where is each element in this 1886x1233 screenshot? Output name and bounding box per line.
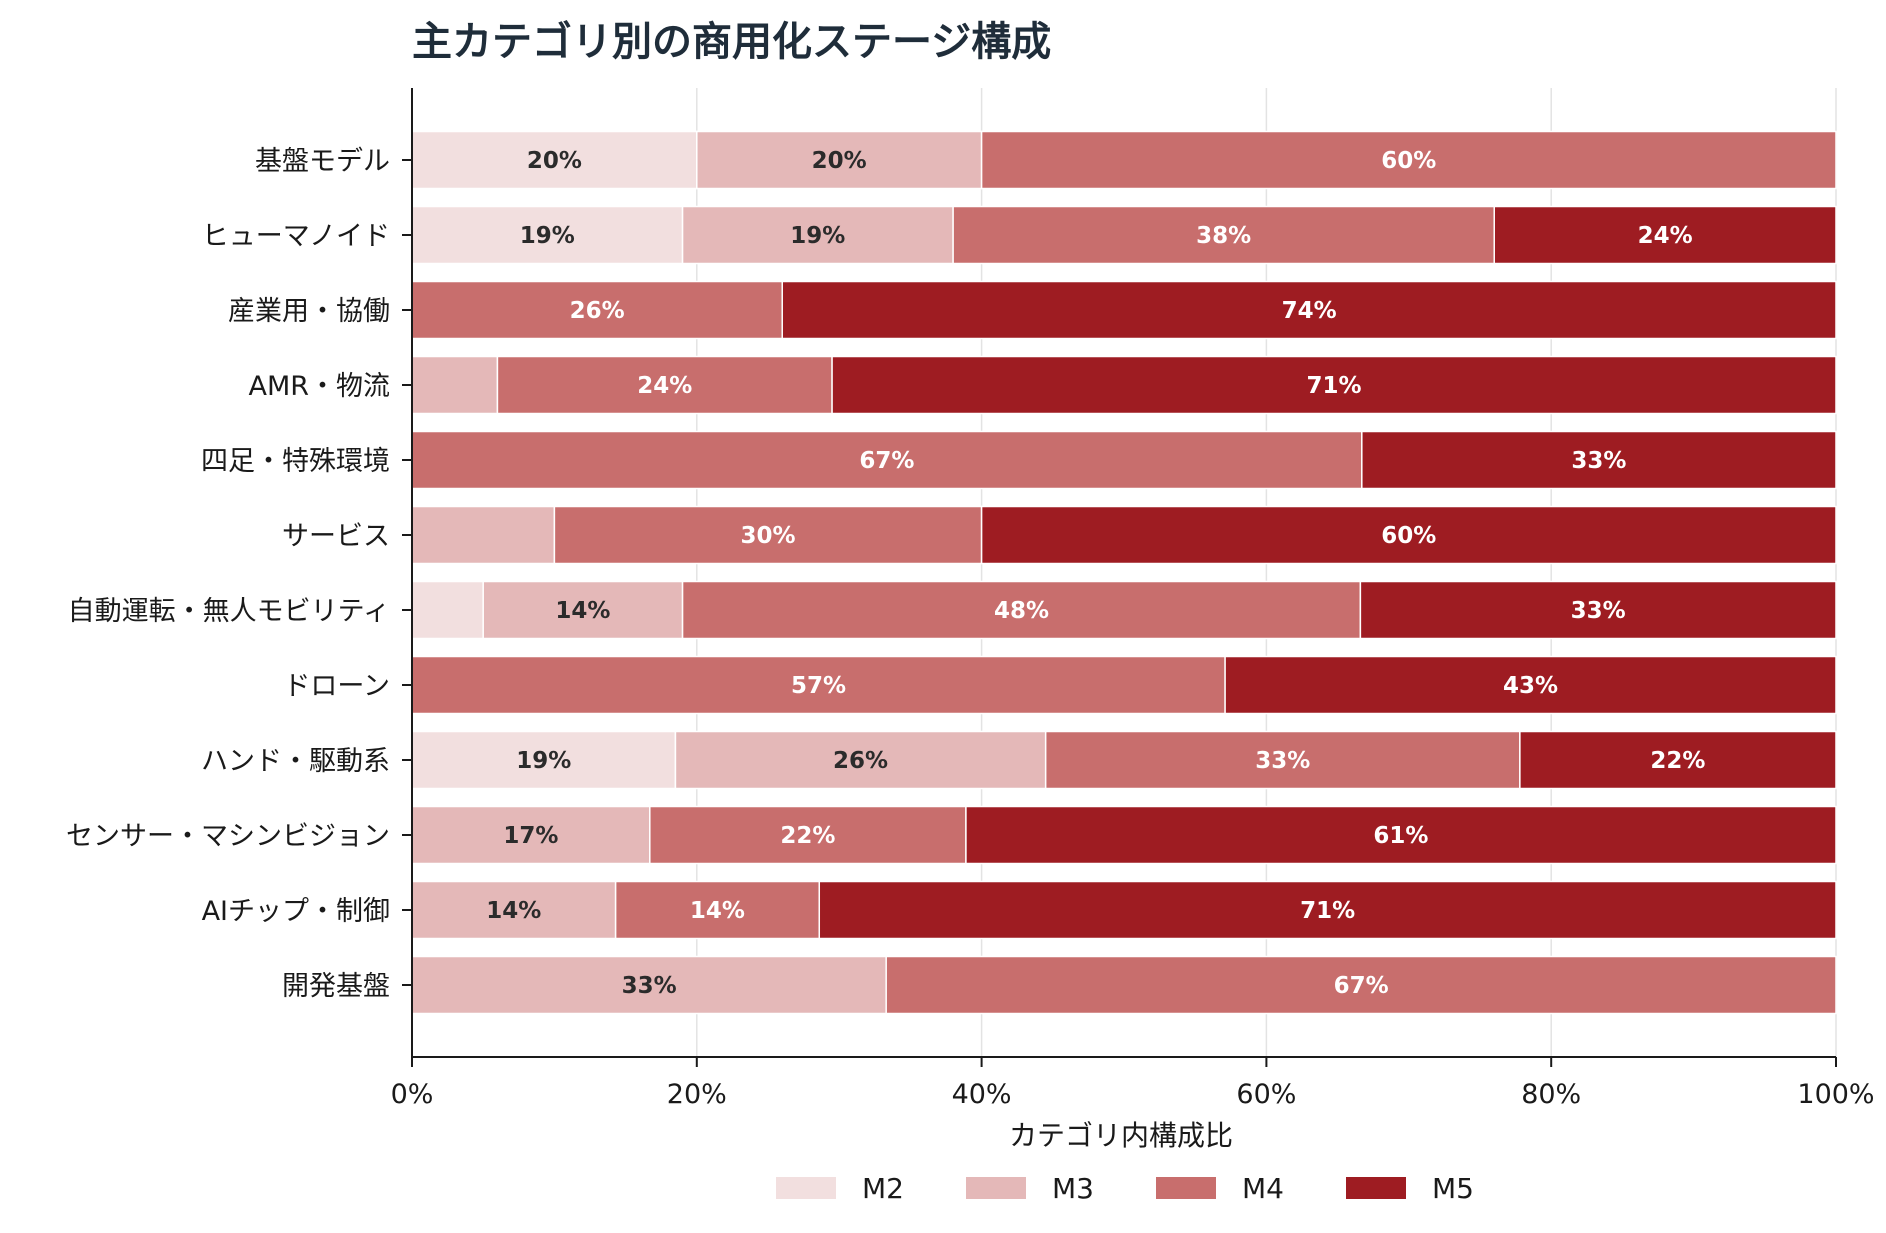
data-label: 60% (1381, 148, 1436, 174)
category-label: 産業用・協働 (228, 296, 390, 327)
bar-segment-m4 (1044, 730, 1521, 790)
category-label: 自動運転・無人モビリティ (68, 596, 390, 627)
bar-segment-m4 (681, 580, 1362, 640)
data-label: 22% (1650, 748, 1705, 774)
bar-segment-m5 (818, 880, 1837, 940)
category-label: 開発基盤 (282, 971, 390, 1002)
bar-segment-m5 (781, 280, 1837, 340)
bar-segment-m3 (681, 205, 954, 265)
data-label: 61% (1373, 823, 1428, 849)
bar-segment-m2 (411, 580, 484, 640)
category-label: AMR・物流 (248, 371, 390, 402)
data-label: 19% (516, 748, 571, 774)
data-label: 33% (1255, 748, 1310, 774)
bar-segment-m5 (1224, 655, 1837, 715)
bars (411, 130, 1837, 1015)
bar-segment-m5 (980, 505, 1837, 565)
data-label: 22% (780, 823, 835, 849)
data-label: 24% (1638, 223, 1693, 249)
bar-segment-m4 (952, 205, 1495, 265)
legend-swatch-m3 (966, 1177, 1026, 1199)
category-label: 基盤モデル (255, 146, 390, 177)
data-label: 17% (503, 823, 558, 849)
category-label: センサー・マシンビジョン (66, 821, 390, 852)
data-label: 33% (1571, 598, 1626, 624)
value-labels: 20% 20% 60% 19% 19% 38% 24% 26% 74% 24% 71% 67% 33% 3… (486, 148, 1705, 999)
data-label: 26% (570, 298, 625, 324)
chart-title: 主カテゴリ別の商用化ステージ構成 (412, 19, 1051, 65)
data-label: 67% (1334, 973, 1389, 999)
legend-swatch-m4 (1156, 1177, 1216, 1199)
category-label: ハンド・駆動系 (201, 746, 390, 777)
bar-segment-m5 (1361, 430, 1837, 490)
category-label: ドローン (283, 671, 390, 702)
bar-segment-m3 (411, 880, 617, 940)
legend-swatch-m5 (1346, 1177, 1406, 1199)
x-axis-title: カテゴリ内構成比 (1009, 1119, 1233, 1152)
data-label: 71% (1307, 373, 1362, 399)
data-label: 14% (486, 898, 541, 924)
bar-segment-m5 (1519, 730, 1837, 790)
data-label: 33% (1571, 448, 1626, 474)
x-tick-label: 20% (667, 1079, 727, 1110)
legend-label: M2 (862, 1172, 904, 1205)
category-label: 四足・特殊環境 (201, 446, 390, 477)
bar-segment-m5 (1359, 580, 1837, 640)
legend: M2 M3 M4 M5 (776, 1172, 1474, 1205)
data-label: 19% (520, 223, 575, 249)
legend-label: M3 (1052, 1172, 1094, 1205)
data-label: 26% (833, 748, 888, 774)
data-label: 60% (1381, 523, 1436, 549)
bar-segment-m5 (965, 805, 1837, 865)
bar-segment-m4 (411, 655, 1226, 715)
data-label: 14% (555, 598, 610, 624)
x-tick-label: 40% (952, 1079, 1012, 1110)
x-tick-label: 0% (391, 1079, 434, 1110)
legend-label: M4 (1242, 1172, 1284, 1205)
data-label: 74% (1282, 298, 1337, 324)
data-label: 38% (1196, 223, 1251, 249)
bar-segment-m3 (411, 505, 556, 565)
data-label: 43% (1503, 673, 1558, 699)
bar-segment-m5 (831, 355, 1837, 415)
bar-segment-m4 (614, 880, 821, 940)
data-label: 19% (790, 223, 845, 249)
category-label: ヒューマノイド (202, 221, 390, 252)
data-label: 24% (637, 373, 692, 399)
x-tick-label: 80% (1521, 1079, 1581, 1110)
legend-label: M5 (1432, 1172, 1474, 1205)
data-label: 48% (994, 598, 1049, 624)
data-label: 71% (1300, 898, 1355, 924)
bar-segment-m3 (696, 130, 983, 190)
bar-segment-m2 (411, 130, 698, 190)
bar-segment-m2 (411, 205, 684, 265)
data-label: 33% (622, 973, 677, 999)
data-label: 14% (690, 898, 745, 924)
bar-segment-m4 (980, 130, 1837, 190)
data-label: 20% (812, 148, 867, 174)
bar-segment-m5 (1493, 205, 1837, 265)
x-tick-label: 60% (1236, 1079, 1296, 1110)
bar-segment-m3 (411, 355, 499, 415)
x-axis: 0% 20% 40% 60% 80% 100% (391, 88, 1875, 1110)
data-label: 30% (740, 523, 795, 549)
legend-swatch-m2 (776, 1177, 836, 1199)
bar-segment-m4 (649, 805, 967, 865)
bar-segment-m4 (885, 955, 1837, 1015)
bar-segment-m3 (674, 730, 1047, 790)
data-label: 20% (527, 148, 582, 174)
x-tick-label: 100% (1797, 1079, 1874, 1110)
category-label: AIチップ・制御 (202, 896, 390, 927)
data-label: 57% (791, 673, 846, 699)
bar-segment-m3 (482, 580, 684, 640)
data-label: 67% (859, 448, 914, 474)
category-label: サービス (282, 521, 390, 552)
